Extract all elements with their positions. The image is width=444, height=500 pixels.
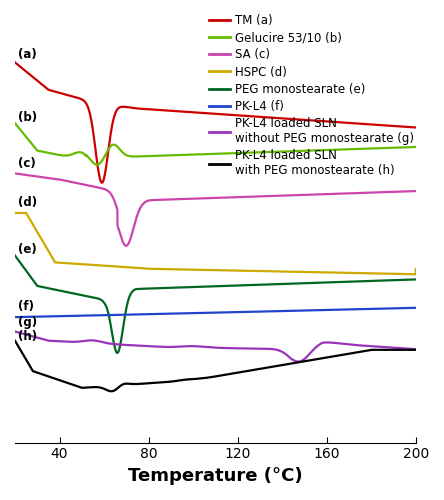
Legend: TM (a), Gelucire 53/10 (b), SA (c), HSPC (d), PEG monostearate (e), PK-L4 (f), P: TM (a), Gelucire 53/10 (b), SA (c), HSPC… bbox=[209, 14, 414, 177]
Text: (e): (e) bbox=[18, 244, 37, 256]
Text: (b): (b) bbox=[18, 110, 37, 124]
Text: (f): (f) bbox=[18, 300, 34, 314]
X-axis label: Temperature (°C): Temperature (°C) bbox=[128, 467, 303, 485]
Text: (d): (d) bbox=[18, 196, 37, 209]
Text: (g): (g) bbox=[18, 316, 37, 328]
Text: (h): (h) bbox=[18, 330, 37, 342]
Text: (a): (a) bbox=[18, 48, 37, 62]
Text: (c): (c) bbox=[18, 157, 36, 170]
